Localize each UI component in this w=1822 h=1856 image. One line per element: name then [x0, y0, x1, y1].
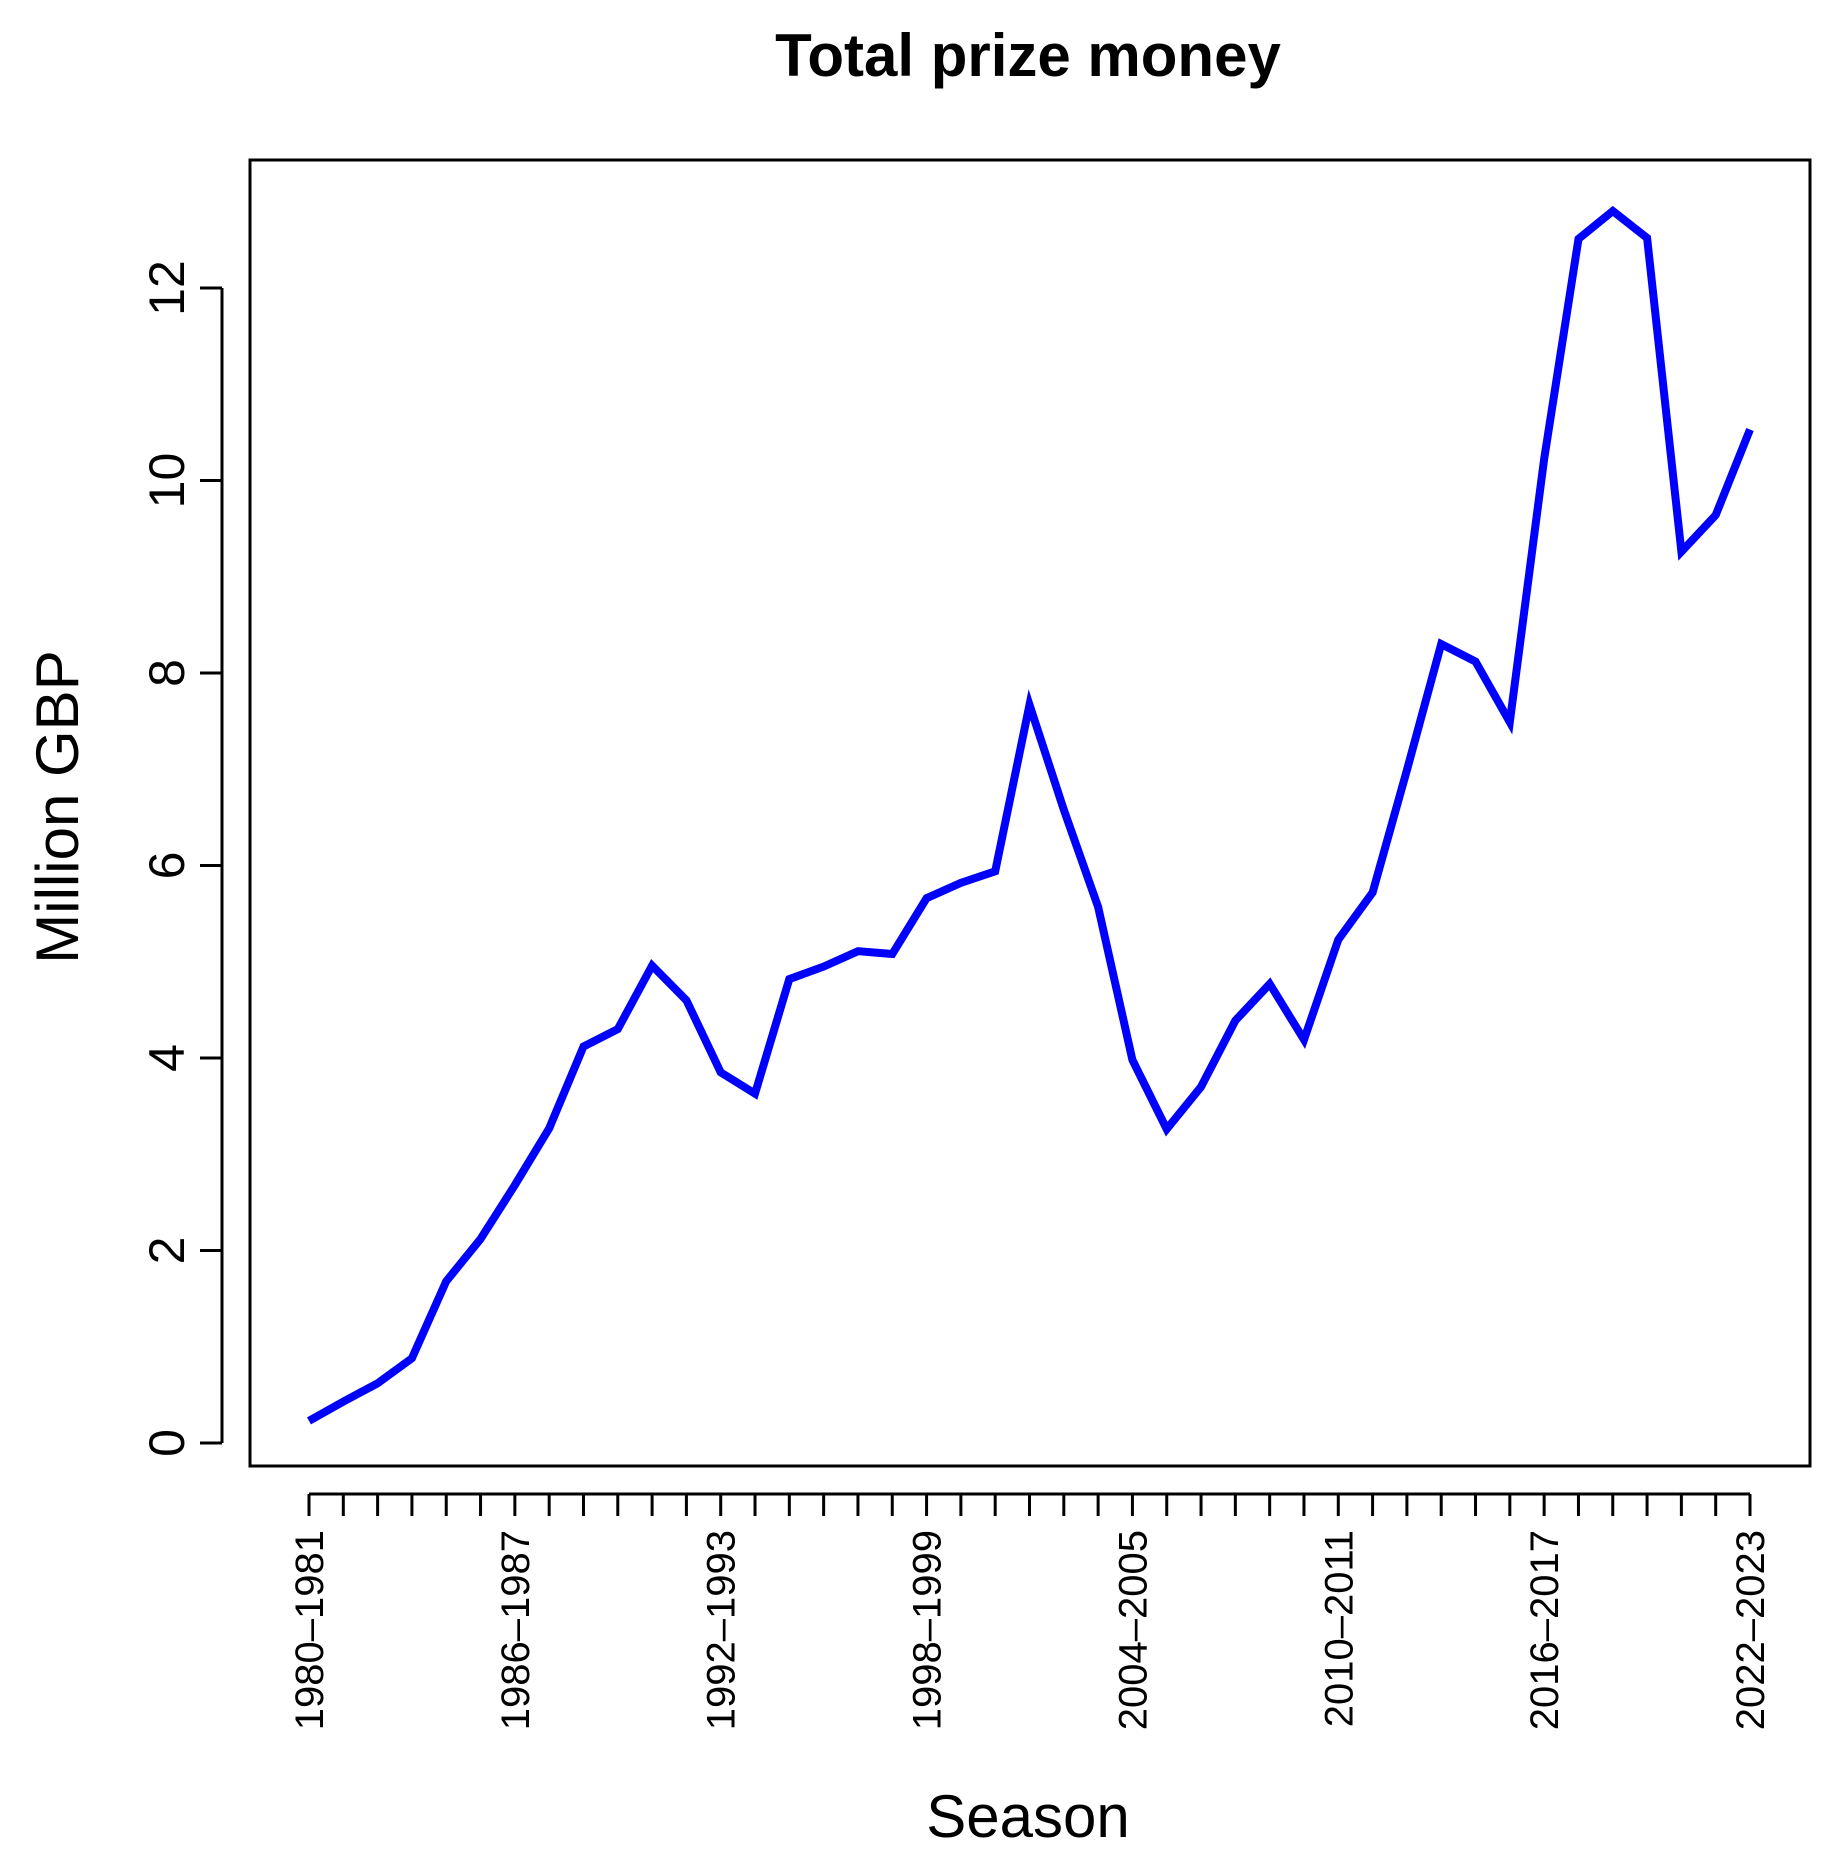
x-tick-label: 1992–1993 [700, 1530, 744, 1730]
y-axis: 0 2 4 6 8 10 12 [139, 260, 224, 1457]
y-tick-label: 6 [139, 852, 195, 880]
x-tick-label: 1986–1987 [494, 1530, 538, 1730]
y-tick-label: 2 [139, 1237, 195, 1265]
x-tick-label: 2004–2005 [1111, 1530, 1155, 1730]
x-tick-label: 1980–1981 [288, 1530, 332, 1730]
series-line [307, 205, 1754, 1425]
x-axis-label: Season [926, 1783, 1130, 1850]
x-tick-label: 2016–2017 [1523, 1530, 1567, 1730]
chart-title: Total prize money [775, 22, 1281, 89]
y-axis-label: Million GBP [24, 650, 91, 963]
x-tick-label: 2010–2011 [1317, 1530, 1361, 1727]
series-layer [307, 205, 1754, 1425]
y-tick-label: 10 [139, 453, 195, 509]
x-tick-label: 1998–1999 [906, 1530, 950, 1730]
y-tick-label: 12 [139, 260, 195, 316]
y-tick-label: 4 [139, 1044, 195, 1072]
y-tick-label: 0 [139, 1429, 195, 1457]
plot-area-frame [248, 158, 1812, 1468]
x-tick-label: 2022–2023 [1729, 1530, 1773, 1730]
x-axis: 1980–1981 1986–1987 1992–1993 1998–1999 2004… [288, 1492, 1773, 1730]
y-tick-label: 8 [139, 659, 195, 687]
